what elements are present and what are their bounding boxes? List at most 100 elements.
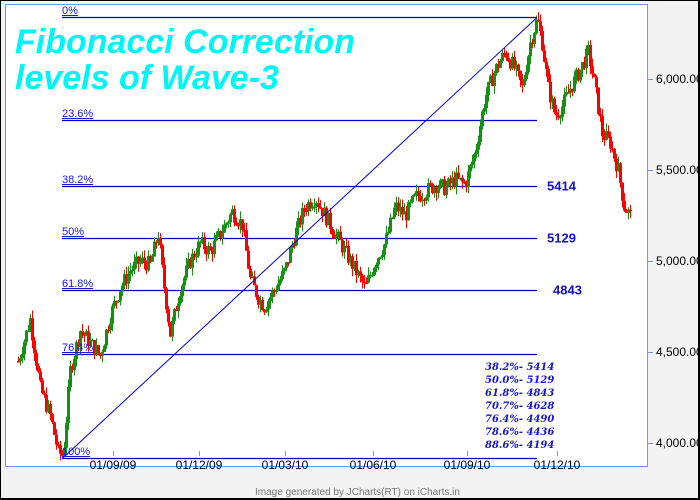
candle-body bbox=[313, 206, 316, 208]
wave-trendline bbox=[62, 17, 538, 459]
candle-body bbox=[459, 177, 462, 180]
candle-body bbox=[371, 274, 374, 277]
candle-body bbox=[21, 354, 24, 359]
candle-body bbox=[235, 222, 238, 226]
candle-body bbox=[299, 217, 302, 225]
candle-body bbox=[579, 69, 582, 81]
candle-body bbox=[119, 291, 122, 301]
plot-area bbox=[5, 4, 648, 467]
candle-body bbox=[603, 136, 606, 140]
candle-body bbox=[179, 296, 182, 304]
candle-body bbox=[587, 45, 590, 49]
candle-body bbox=[279, 279, 282, 284]
candle-body bbox=[209, 246, 212, 251]
candle-body bbox=[485, 94, 488, 109]
candle-body bbox=[325, 207, 328, 226]
candle-body bbox=[327, 212, 330, 226]
candle-body bbox=[247, 250, 250, 269]
candle-body bbox=[349, 256, 352, 263]
title-line-1: Fibonacci Correction bbox=[15, 23, 356, 61]
candle-body bbox=[263, 310, 266, 313]
candle-body bbox=[395, 202, 398, 208]
candle-body bbox=[215, 235, 218, 241]
candle-body bbox=[585, 48, 588, 69]
candle-body bbox=[89, 340, 92, 347]
candle-body bbox=[307, 202, 310, 211]
chart-title: Fibonacci Correction levels of Wave-3 bbox=[15, 24, 355, 96]
fib-label: 100% bbox=[62, 445, 91, 458]
candle-body bbox=[393, 207, 396, 218]
candle-body bbox=[319, 207, 322, 209]
candle-body bbox=[623, 200, 626, 211]
candle-body bbox=[17, 361, 20, 363]
candle-body bbox=[405, 211, 408, 221]
candle-body bbox=[607, 131, 610, 137]
candle-body bbox=[351, 256, 354, 269]
candle-body bbox=[441, 179, 444, 181]
y-tick-label: 4,000.00 bbox=[656, 436, 700, 450]
candle-body bbox=[569, 88, 572, 93]
candle-body bbox=[189, 259, 192, 268]
candle-body bbox=[517, 64, 520, 71]
candle-body bbox=[581, 62, 584, 70]
candle-body bbox=[105, 329, 108, 346]
candle-body bbox=[227, 222, 230, 224]
title-line-2: levels of Wave-3 bbox=[15, 59, 279, 97]
candle-body bbox=[261, 299, 264, 311]
candle-body bbox=[149, 255, 152, 262]
fib-summary-box: 38.2%- 5414 50.0%- 5129 61.8%- 4843 70.7%- … bbox=[485, 361, 554, 452]
candle-body bbox=[567, 92, 570, 94]
candle-body bbox=[341, 240, 344, 253]
x-tick-label: 01/09/09 bbox=[89, 458, 137, 472]
candle-body bbox=[527, 56, 530, 72]
candle-body bbox=[411, 195, 414, 202]
candle-body bbox=[139, 260, 142, 264]
candle-body bbox=[535, 19, 538, 34]
candle-body bbox=[501, 52, 504, 61]
candle-body bbox=[225, 223, 228, 225]
fib-value-label: 5129 bbox=[547, 230, 576, 246]
x-tick-label: 01/06/10 bbox=[349, 458, 397, 472]
candle-body bbox=[479, 126, 482, 142]
candle-body bbox=[277, 283, 280, 291]
candle-body bbox=[457, 172, 460, 178]
candle-body bbox=[31, 318, 34, 341]
candle-body bbox=[337, 231, 340, 235]
candle-body bbox=[379, 257, 382, 259]
candle-body bbox=[547, 69, 550, 82]
candle-body bbox=[249, 268, 252, 278]
candle-body bbox=[413, 194, 416, 196]
candle-body bbox=[453, 177, 456, 187]
candle-body bbox=[625, 210, 628, 213]
candle-body bbox=[233, 209, 236, 223]
candle-body bbox=[417, 191, 420, 197]
fib-summary-line: 88.6%- 4194 bbox=[485, 440, 555, 451]
candle-body bbox=[401, 206, 404, 215]
candle-body bbox=[229, 214, 232, 223]
candle-body bbox=[219, 230, 222, 238]
candle-body bbox=[629, 209, 632, 212]
candle-body bbox=[347, 246, 350, 263]
candle-body bbox=[237, 225, 240, 227]
candle-body bbox=[571, 88, 574, 92]
candle-body bbox=[243, 230, 246, 232]
x-tick bbox=[285, 451, 286, 456]
candle-body bbox=[59, 444, 62, 454]
candle-body bbox=[245, 230, 248, 251]
candle-body bbox=[255, 285, 258, 298]
candle-body bbox=[47, 403, 50, 412]
candle-body bbox=[265, 309, 268, 313]
candle-body bbox=[251, 276, 254, 278]
candle-body bbox=[161, 245, 164, 265]
candle-body bbox=[315, 203, 318, 207]
candle-body bbox=[613, 148, 616, 159]
candle-body bbox=[511, 56, 514, 69]
candle-body bbox=[95, 345, 98, 355]
candle-body bbox=[499, 60, 502, 68]
candle-body bbox=[153, 241, 156, 257]
candle-body bbox=[151, 256, 154, 262]
candle-body bbox=[173, 309, 176, 321]
candle-body bbox=[267, 301, 270, 310]
candle-body bbox=[185, 265, 188, 278]
